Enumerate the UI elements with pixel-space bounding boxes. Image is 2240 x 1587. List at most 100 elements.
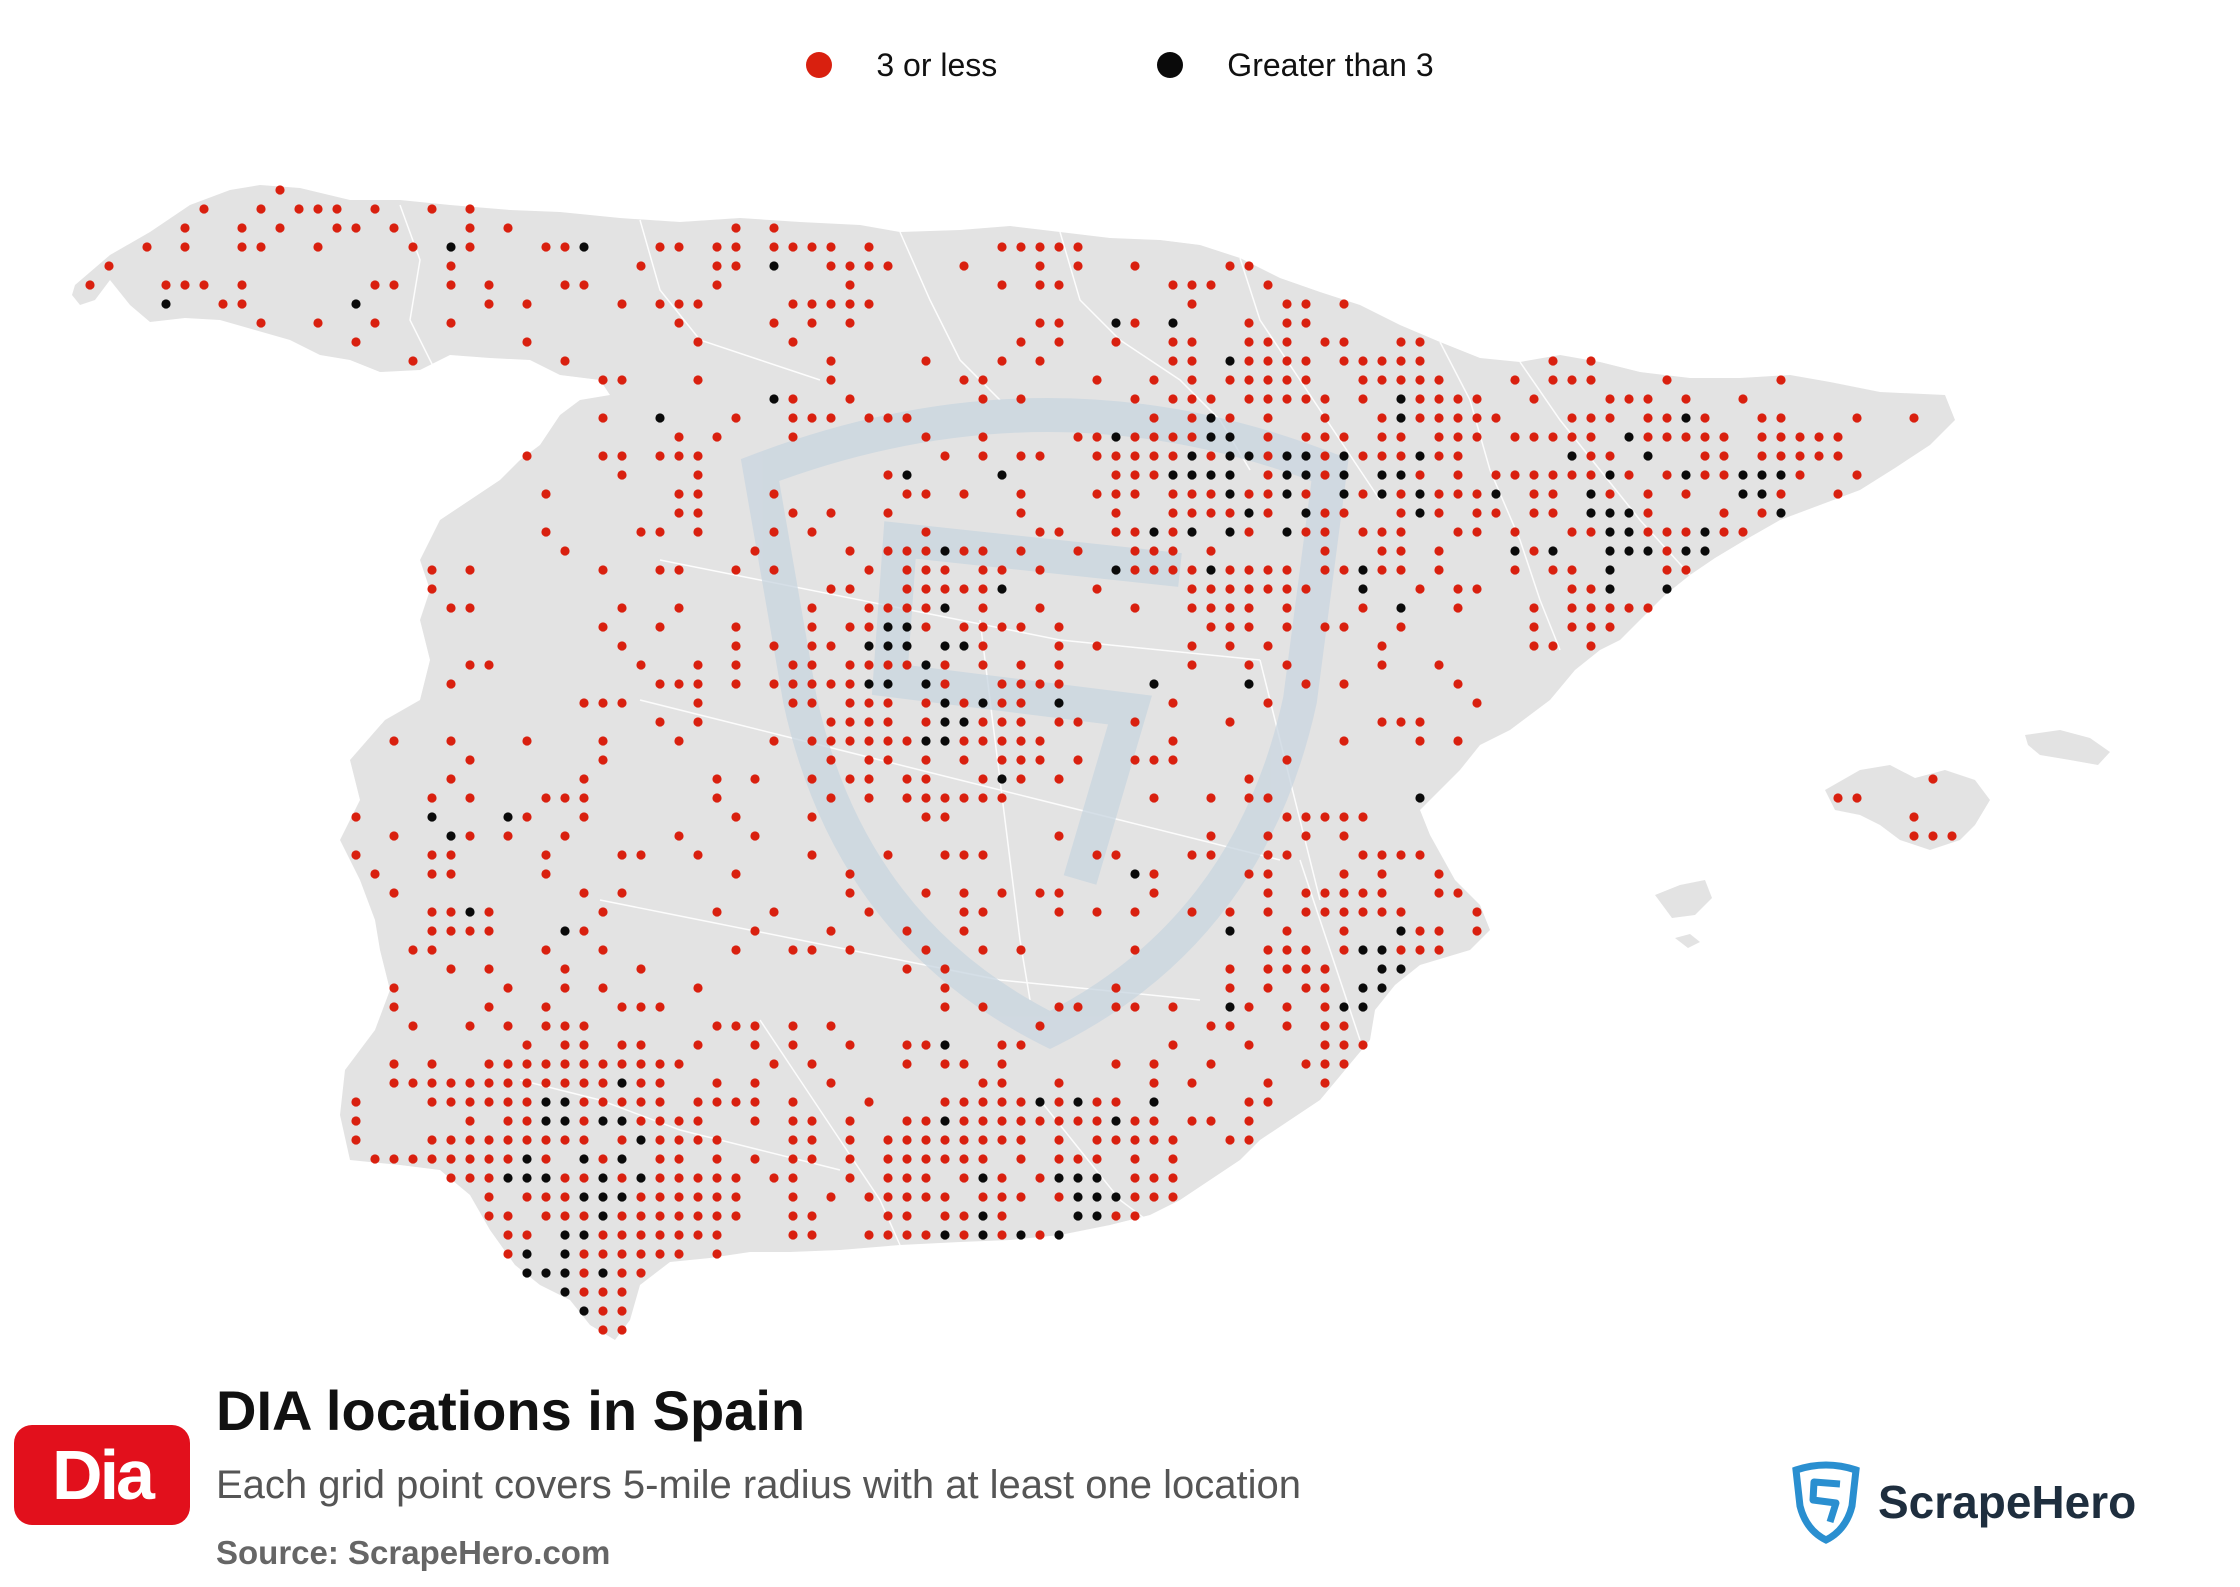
location-dot-3-or-less [199, 280, 209, 290]
location-dot-3-or-less [940, 1059, 950, 1069]
location-dot-3-or-less [902, 736, 912, 746]
location-dot-3-or-less [674, 831, 684, 841]
location-dot-3-or-less [959, 1097, 969, 1107]
location-dot-3-or-less [1434, 489, 1444, 499]
location-dot-3-or-less [1434, 565, 1444, 575]
location-dot-3-or-less [902, 1040, 912, 1050]
location-dot-3-or-less [826, 356, 836, 366]
location-dot-3-or-less [1453, 413, 1463, 423]
location-dot-greater-than-3 [1035, 1097, 1045, 1107]
location-dot-3-or-less [978, 584, 988, 594]
location-dot-3-or-less [1415, 337, 1425, 347]
location-dot-3-or-less [883, 470, 893, 480]
location-dot-3-or-less [769, 318, 779, 328]
location-dot-greater-than-3 [940, 1116, 950, 1126]
location-dot-greater-than-3 [560, 1268, 570, 1278]
location-dot-3-or-less [864, 698, 874, 708]
location-dot-3-or-less [1472, 584, 1482, 594]
location-dot-3-or-less [636, 1097, 646, 1107]
location-dot-3-or-less [1377, 527, 1387, 537]
location-dot-greater-than-3 [940, 736, 950, 746]
location-dot-3-or-less [1377, 888, 1387, 898]
location-dot-3-or-less [845, 888, 855, 898]
location-dot-3-or-less [1586, 432, 1596, 442]
location-dot-3-or-less [1377, 565, 1387, 575]
location-dot-greater-than-3 [560, 1287, 570, 1297]
location-dot-3-or-less [408, 1021, 418, 1031]
location-dot-3-or-less [788, 679, 798, 689]
location-dot-3-or-less [693, 1192, 703, 1202]
location-dot-3-or-less [1282, 755, 1292, 765]
location-dot-3-or-less [1263, 451, 1273, 461]
location-dot-3-or-less [1225, 717, 1235, 727]
location-dot-3-or-less [1320, 1059, 1330, 1069]
location-dot-greater-than-3 [1415, 793, 1425, 803]
location-dot-3-or-less [712, 1021, 722, 1031]
location-dot-greater-than-3 [1054, 1173, 1064, 1183]
location-dot-3-or-less [693, 375, 703, 385]
location-dot-3-or-less [826, 1192, 836, 1202]
location-dot-3-or-less [503, 1097, 513, 1107]
location-dot-3-or-less [997, 1078, 1007, 1088]
location-dot-3-or-less [655, 1230, 665, 1240]
location-dot-3-or-less [959, 793, 969, 803]
location-dot-3-or-less [1548, 375, 1558, 385]
location-dot-3-or-less [807, 679, 817, 689]
location-dot-greater-than-3 [1149, 527, 1159, 537]
black-dot-icon [1157, 52, 1184, 78]
location-dot-3-or-less [408, 242, 418, 252]
location-dot-3-or-less [617, 299, 627, 309]
location-dot-3-or-less [940, 451, 950, 461]
location-dot-greater-than-3 [1073, 1173, 1083, 1183]
location-dot-3-or-less [1225, 565, 1235, 575]
location-dot-3-or-less [1415, 375, 1425, 385]
location-dot-3-or-less [864, 755, 874, 765]
location-dot-3-or-less [1320, 983, 1330, 993]
location-dot-3-or-less [1016, 736, 1026, 746]
location-dot-greater-than-3 [1168, 318, 1178, 328]
location-dot-3-or-less [579, 1078, 589, 1088]
location-dot-3-or-less [1491, 470, 1501, 480]
location-dot-greater-than-3 [1586, 489, 1596, 499]
location-dot-greater-than-3 [1092, 1173, 1102, 1183]
location-dot-3-or-less [902, 1192, 912, 1202]
location-dot-3-or-less [1548, 432, 1558, 442]
location-dot-3-or-less [1035, 261, 1045, 271]
location-dot-greater-than-3 [1282, 489, 1292, 499]
location-dot-3-or-less [731, 622, 741, 632]
location-dot-3-or-less [1168, 280, 1178, 290]
location-dot-3-or-less [731, 812, 741, 822]
location-dot-3-or-less [1187, 603, 1197, 613]
location-dot-3-or-less [313, 204, 323, 214]
location-dot-3-or-less [1434, 508, 1444, 518]
location-dot-3-or-less [1244, 318, 1254, 328]
location-dot-greater-than-3 [1282, 470, 1292, 480]
location-dot-3-or-less [1339, 926, 1349, 936]
location-dot-3-or-less [1035, 1173, 1045, 1183]
location-dot-3-or-less [1738, 527, 1748, 537]
location-dot-3-or-less [921, 888, 931, 898]
location-dot-3-or-less [237, 280, 247, 290]
location-dot-3-or-less [845, 280, 855, 290]
location-dot-3-or-less [1320, 546, 1330, 556]
location-dot-3-or-less [826, 736, 836, 746]
location-dot-3-or-less [1719, 451, 1729, 461]
location-dot-3-or-less [1263, 831, 1273, 841]
location-dot-3-or-less [408, 1154, 418, 1164]
location-dot-3-or-less [541, 242, 551, 252]
location-dot-3-or-less [1035, 1021, 1045, 1031]
location-dot-3-or-less [902, 1173, 912, 1183]
location-dot-3-or-less [484, 280, 494, 290]
location-dot-3-or-less [655, 451, 665, 461]
location-dot-3-or-less [598, 1306, 608, 1316]
location-dot-3-or-less [1130, 603, 1140, 613]
location-dot-3-or-less [1244, 356, 1254, 366]
location-dot-3-or-less [1510, 432, 1520, 442]
location-dot-3-or-less [1168, 394, 1178, 404]
location-dot-3-or-less [1035, 242, 1045, 252]
location-dot-3-or-less [1643, 508, 1653, 518]
location-dot-3-or-less [693, 1097, 703, 1107]
location-dot-3-or-less [693, 679, 703, 689]
location-dot-greater-than-3 [1643, 546, 1653, 556]
location-dot-3-or-less [655, 1211, 665, 1221]
